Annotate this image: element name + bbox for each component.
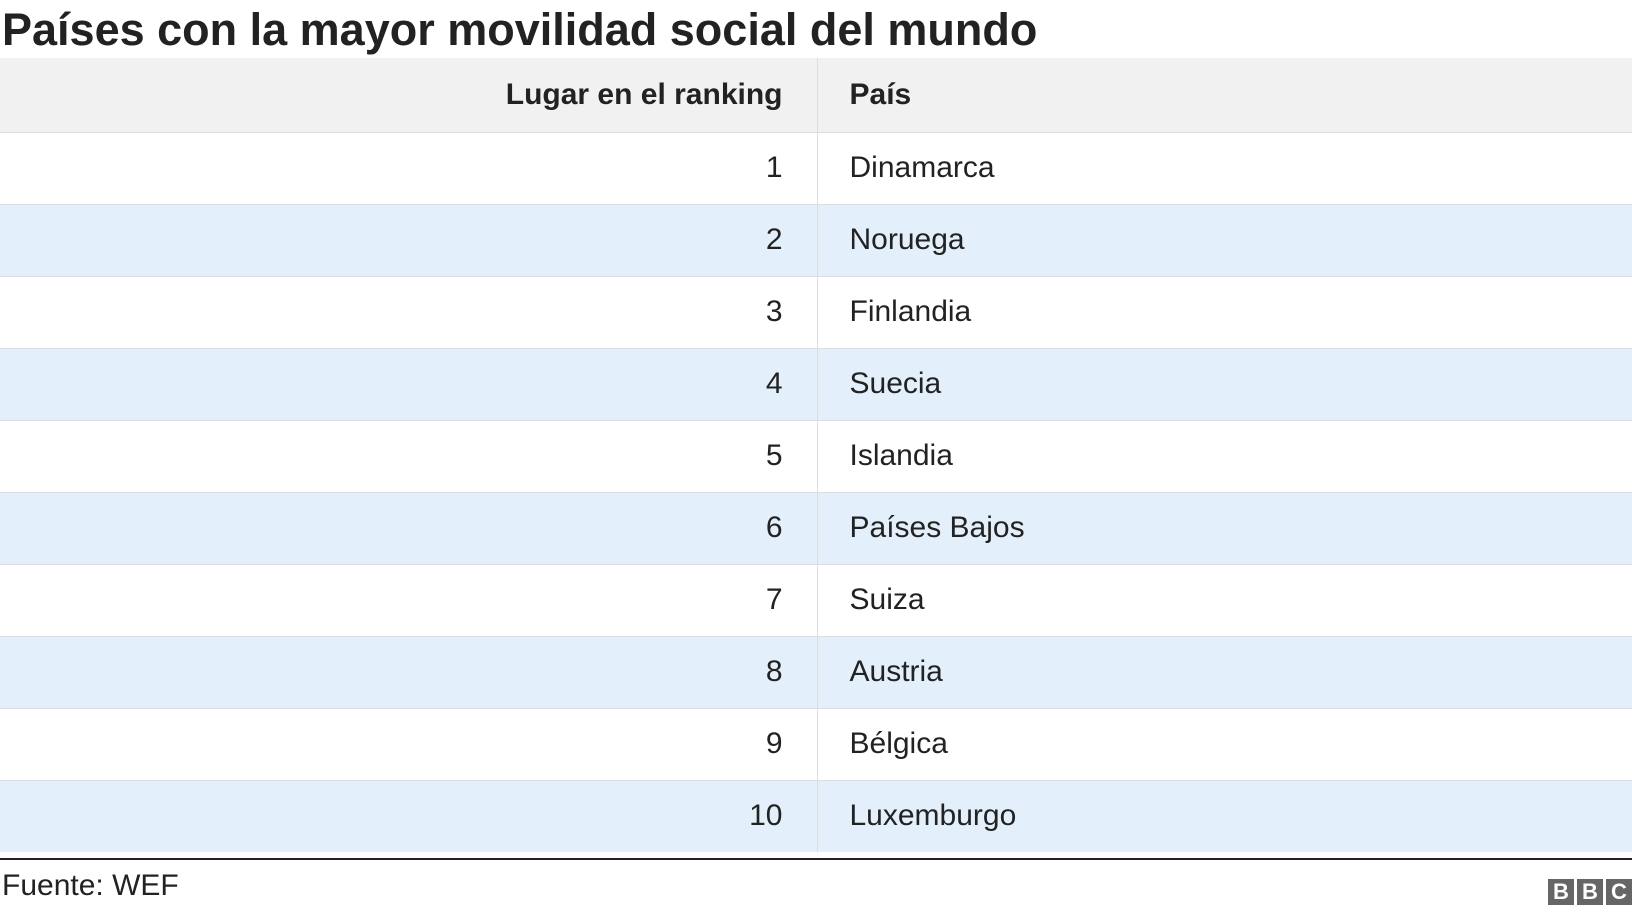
country-cell: Islandia: [849, 439, 953, 472]
bbc-logo: B B C: [1548, 879, 1632, 905]
table-row: 2 Noruega: [0, 204, 1632, 276]
column-header-country: País: [849, 77, 912, 111]
ranking-table-container: Lugar en el ranking País 1 Dinamarca 2 N…: [0, 58, 1632, 852]
rank-cell: 4: [0, 348, 818, 420]
table-row: 4 Suecia: [0, 348, 1632, 420]
rank-cell: 5: [0, 420, 818, 492]
ranking-table: Lugar en el ranking País 1 Dinamarca 2 N…: [0, 58, 1632, 852]
rank-cell: 6: [0, 492, 818, 564]
table-row: 8 Austria: [0, 636, 1632, 708]
footer-divider: [0, 858, 1632, 860]
country-cell: Suiza: [849, 583, 925, 616]
country-cell: Países Bajos: [849, 511, 1025, 544]
rank-cell: 8: [0, 636, 818, 708]
chart-title: Países con la mayor movilidad social del…: [2, 4, 1038, 55]
table-row: 5 Islandia: [0, 420, 1632, 492]
country-cell: Austria: [849, 655, 943, 688]
rank-cell: 2: [0, 204, 818, 276]
rank-cell: 9: [0, 708, 818, 780]
column-header-rank: Lugar en el ranking: [0, 58, 818, 132]
table-row: 9 Bélgica: [0, 708, 1632, 780]
country-cell: Luxemburgo: [849, 799, 1017, 833]
country-cell: Bélgica: [849, 727, 948, 760]
table-row: 6 Países Bajos: [0, 492, 1632, 564]
rank-cell: 1: [0, 132, 818, 204]
logo-letter: B: [1548, 879, 1574, 905]
logo-letter: B: [1577, 879, 1603, 905]
table-row: 1 Dinamarca: [0, 132, 1632, 204]
table-row: 7 Suiza: [0, 564, 1632, 636]
rank-cell: 3: [0, 276, 818, 348]
table-row: 10 Luxemburgo: [0, 780, 1632, 852]
country-cell: Finlandia: [849, 295, 972, 328]
source-label: Fuente: WEF: [2, 869, 179, 902]
country-cell: Dinamarca: [849, 151, 995, 184]
country-cell: Noruega: [849, 223, 965, 256]
logo-letter: C: [1606, 879, 1632, 905]
table-row: 3 Finlandia: [0, 276, 1632, 348]
country-cell: Suecia: [849, 367, 942, 400]
rank-cell: 10: [0, 780, 818, 852]
rank-cell: 7: [0, 564, 818, 636]
table-header-row: Lugar en el ranking País: [0, 58, 1632, 132]
